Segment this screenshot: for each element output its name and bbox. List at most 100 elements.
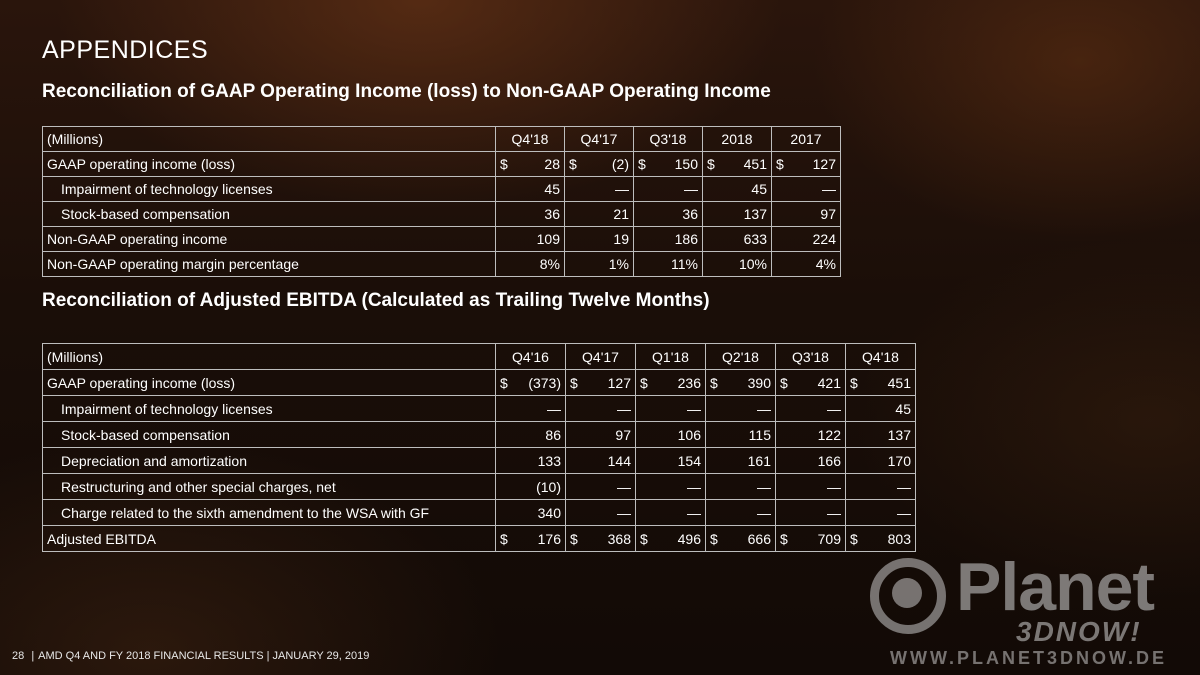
value-cell: —	[705, 473, 776, 500]
currency-symbol: $	[640, 374, 648, 391]
value-cell: —	[705, 395, 776, 422]
value-cell: 10%	[702, 251, 772, 277]
table-row: Charge related to the sixth amendment to…	[42, 499, 916, 526]
row-label: GAAP operating income (loss)	[42, 151, 496, 177]
currency-symbol: $	[570, 374, 578, 391]
value-cell: —	[564, 176, 634, 202]
value: 390	[747, 374, 771, 391]
table-2-title: Reconciliation of Adjusted EBITDA (Calcu…	[42, 290, 710, 311]
value-cell: —	[775, 395, 846, 422]
value-cell: 11%	[633, 251, 703, 277]
value-cell: —	[495, 395, 566, 422]
value: 709	[817, 530, 841, 547]
footer-text: AMD Q4 AND FY 2018 FINANCIAL RESULTS | J…	[38, 650, 370, 662]
value-cell: 45	[495, 176, 565, 202]
value: 803	[887, 530, 911, 547]
currency-symbol: $	[570, 530, 578, 547]
value: 451	[887, 374, 911, 391]
table-1-title: Reconciliation of GAAP Operating Income …	[42, 81, 771, 102]
currency-symbol: $	[500, 374, 508, 391]
value-cell: $421	[775, 369, 846, 396]
value-cell: —	[775, 499, 846, 526]
value-cell: $368	[565, 525, 636, 552]
value: 176	[537, 530, 561, 547]
value-cell: —	[705, 499, 776, 526]
value-cell: (10)	[495, 473, 566, 500]
currency-symbol: $	[850, 374, 858, 391]
value-cell: 8%	[495, 251, 565, 277]
slide-footer: 28 | AMD Q4 AND FY 2018 FINANCIAL RESULTS…	[12, 650, 369, 662]
value-cell: —	[635, 499, 706, 526]
currency-symbol: $	[776, 156, 784, 172]
value-cell: 170	[845, 447, 916, 474]
table-row: Impairment of technology licenses — — — …	[42, 395, 916, 422]
currency-symbol: $	[780, 374, 788, 391]
value-cell: 19	[564, 226, 634, 252]
value-cell: —	[771, 176, 841, 202]
value-cell: —	[845, 473, 916, 500]
value: 421	[817, 374, 841, 391]
table-row: Non-GAAP operating income 109 19 186 633…	[42, 226, 841, 252]
value-cell: $803	[845, 525, 916, 552]
value: 451	[743, 156, 767, 172]
table-row: Adjusted EBITDA $176 $368 $496 $666 $709…	[42, 525, 916, 552]
row-label: Stock-based compensation	[42, 421, 496, 448]
value: 496	[677, 530, 701, 547]
value-cell: 4%	[771, 251, 841, 277]
value-cell: $ (373)	[495, 369, 566, 396]
value-cell: 161	[705, 447, 776, 474]
value-cell: —	[635, 395, 706, 422]
value: 150	[674, 156, 698, 172]
value-cell: $127	[565, 369, 636, 396]
watermark-brand: Planet	[956, 549, 1155, 625]
table-row: GAAP operating income (loss) $28 $ (2) $1…	[42, 151, 841, 177]
value-cell: 137	[845, 421, 916, 448]
value-cell: 166	[775, 447, 846, 474]
value-cell: —	[565, 395, 636, 422]
currency-symbol: $	[710, 374, 718, 391]
row-label: Non-GAAP operating income	[42, 226, 496, 252]
value-cell: 122	[775, 421, 846, 448]
value-cell: 186	[633, 226, 703, 252]
table-header-row: (Millions) Q4'16 Q4'17 Q1'18 Q2'18 Q3'18…	[42, 343, 916, 370]
row-label: Impairment of technology licenses	[42, 176, 496, 202]
gaap-reconciliation-table: (Millions) Q4'18 Q4'17 Q3'18 2018 2017 G…	[42, 126, 841, 277]
value-cell: —	[635, 473, 706, 500]
value-cell: 45	[702, 176, 772, 202]
planet3dnow-watermark: Planet 3DNOW! WWW.PLANET3DNOW.DE	[868, 548, 1198, 673]
value-cell: 21	[564, 201, 634, 227]
value-cell: 97	[771, 201, 841, 227]
table-header-row: (Millions) Q4'18 Q4'17 Q3'18 2018 2017	[42, 126, 841, 152]
value-cell: $127	[771, 151, 841, 177]
footer-separator: |	[31, 650, 35, 662]
value-cell: $236	[635, 369, 706, 396]
value-cell: —	[565, 499, 636, 526]
value-cell: $496	[635, 525, 706, 552]
value-cell: 97	[565, 421, 636, 448]
value: 127	[812, 156, 836, 172]
value-cell: 154	[635, 447, 706, 474]
value-cell: —	[565, 473, 636, 500]
row-label: Stock-based compensation	[42, 201, 496, 227]
header-cell: Q4'16	[495, 343, 566, 370]
value: 666	[747, 530, 771, 547]
currency-symbol: $	[500, 156, 508, 172]
value: 368	[607, 530, 631, 547]
value-cell: $666	[705, 525, 776, 552]
currency-symbol: $	[850, 530, 858, 547]
value-cell: 340	[495, 499, 566, 526]
value-cell: —	[775, 473, 846, 500]
header-cell: Q4'18	[495, 126, 565, 152]
value-cell: $709	[775, 525, 846, 552]
row-label: Restructuring and other special charges,…	[42, 473, 496, 500]
value-cell: $28	[495, 151, 565, 177]
header-cell: Q2'18	[705, 343, 776, 370]
value-cell: 45	[845, 395, 916, 422]
currency-symbol: $	[710, 530, 718, 547]
currency-symbol: $	[640, 530, 648, 547]
watermark-tagline: 3DNOW!	[1016, 616, 1142, 647]
table-row: GAAP operating income (loss) $ (373) $127…	[42, 369, 916, 396]
value: 236	[677, 374, 701, 391]
value-cell: $390	[705, 369, 776, 396]
header-cell: Q4'17	[564, 126, 634, 152]
